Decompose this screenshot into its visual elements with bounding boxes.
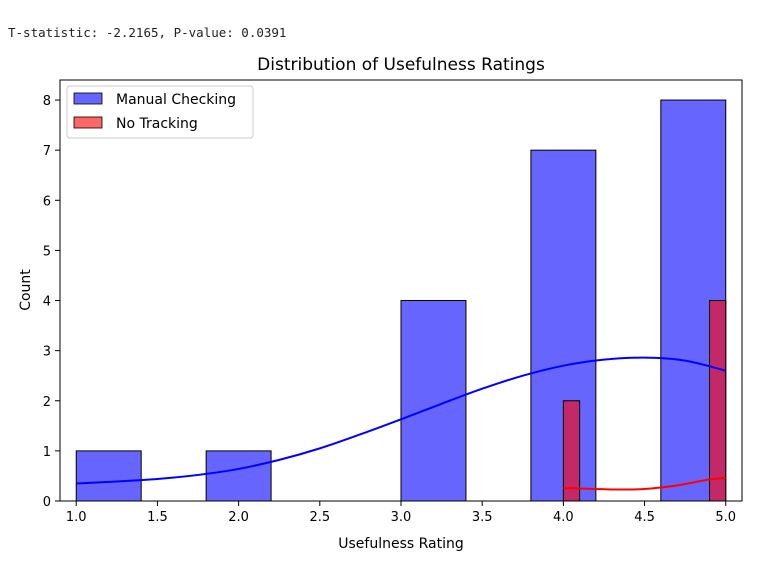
x-tick-label: 2.5 (309, 510, 330, 525)
x-tick-label: 3.0 (391, 510, 412, 525)
bar-no-tracking-1 (709, 300, 727, 502)
x-tick-label: 5.0 (715, 510, 736, 525)
x-tick-label: 4.5 (634, 510, 655, 525)
bar-manual-checking-1 (205, 450, 272, 502)
y-tick-label: 3 (43, 345, 51, 360)
y-tick-label: 0 (43, 495, 51, 510)
bar-no-tracking-0 (562, 400, 581, 502)
y-tick-label: 8 (43, 94, 51, 109)
legend: Manual Checking No Tracking (66, 85, 254, 139)
kde-line-manual-checking (76, 356, 727, 485)
legend-box (66, 85, 254, 139)
x-tick-label: 2.0 (228, 510, 249, 525)
bar-manual-checking-0 (75, 450, 142, 502)
legend-swatch-no-tracking (73, 116, 103, 129)
bar-manual-checking-2 (400, 300, 467, 502)
y-tick-label: 6 (43, 194, 51, 209)
y-axis-ticks: 0 1 2 3 4 5 6 7 8 (43, 94, 60, 510)
x-tick-label: 1.5 (147, 510, 168, 525)
x-tick-label: 1.0 (66, 510, 87, 525)
y-axis-title: Count (18, 269, 34, 311)
x-axis-ticks: 1.0 1.5 2.0 2.5 3.0 3.5 4.0 4.5 5.0 (66, 501, 736, 525)
stat-test-output: T-statistic: -2.2165, P-value: 0.0391 (8, 25, 287, 40)
x-tick-label: 4.0 (553, 510, 574, 525)
kde-line-no-tracking (563, 476, 726, 491)
legend-swatch-manual-checking (73, 92, 103, 105)
y-tick-label: 1 (43, 445, 51, 460)
y-tick-label: 2 (43, 395, 51, 410)
bars-layer (75, 99, 727, 502)
kde-layer (76, 356, 727, 491)
x-axis-title: Usefulness Rating (338, 536, 464, 552)
x-tick-label: 3.5 (472, 510, 493, 525)
legend-label-no-tracking: No Tracking (116, 116, 198, 132)
chart-title: Distribution of Usefulness Ratings (257, 55, 545, 75)
y-tick-label: 5 (43, 244, 51, 259)
y-tick-label: 7 (43, 144, 51, 159)
legend-label-manual-checking: Manual Checking (116, 92, 236, 108)
y-tick-label: 4 (43, 295, 51, 310)
